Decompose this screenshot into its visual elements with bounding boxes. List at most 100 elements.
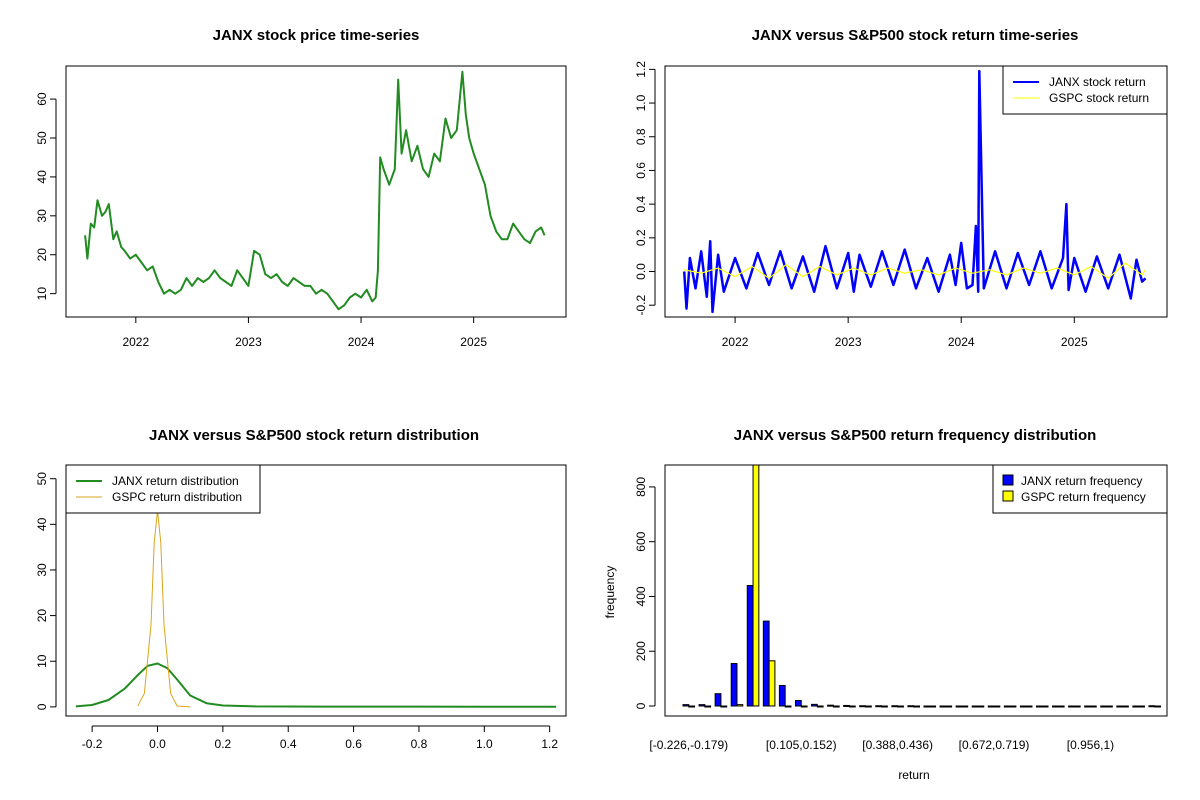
y-tick-label: 0.8 xyxy=(634,128,648,145)
x-tick-label: 2024 xyxy=(948,335,975,349)
bar-janx xyxy=(923,705,931,708)
bar-janx xyxy=(762,620,770,707)
bar-gspc xyxy=(1057,705,1065,708)
y-axis-title-4: frequency xyxy=(603,566,617,619)
y-tick-label: 30 xyxy=(35,209,49,223)
bar-janx xyxy=(1035,705,1043,708)
y-axis-3: 0 10 20 30 40 50 xyxy=(35,472,57,710)
bar-gspc xyxy=(784,705,792,708)
legend-2: JANX stock return GSPC stock return xyxy=(1002,65,1168,115)
x-tick-label: [0.388,0.436) xyxy=(862,738,933,752)
bar-gspc xyxy=(768,660,776,707)
bar-gspc xyxy=(1025,705,1033,708)
y-tick-label: 200 xyxy=(634,641,648,661)
bar-gspc xyxy=(1122,705,1129,708)
bar-janx xyxy=(778,684,786,707)
x-axis-3: -0.2 0.0 0.2 0.4 0.6 0.8 1.0 1.2 xyxy=(82,725,558,751)
bar-gspc xyxy=(1089,705,1097,708)
x-tick-label: 2022 xyxy=(122,335,149,349)
legend-swatch xyxy=(1002,474,1014,486)
legend-label: JANX return distribution xyxy=(112,474,239,488)
bar-gspc xyxy=(929,705,937,708)
bars-4 xyxy=(682,464,1162,708)
x-tick-label: -0.2 xyxy=(82,737,103,751)
series-line-gspc-density xyxy=(137,510,191,708)
x-tick-label: 1.2 xyxy=(541,737,558,751)
y-tick-label: 800 xyxy=(634,477,648,497)
bar-gspc xyxy=(832,705,840,708)
series-line-janx-price xyxy=(84,70,546,311)
bar-janx xyxy=(827,704,834,707)
y-tick-label: 50 xyxy=(35,472,49,486)
bar-janx xyxy=(714,693,722,707)
bar-janx xyxy=(1132,705,1140,708)
plot-frame-2 xyxy=(664,65,1168,318)
y-tick-label: 400 xyxy=(634,586,648,606)
x-axis-2: 2022 2023 2024 2025 xyxy=(722,317,1088,349)
legend-label: JANX stock return xyxy=(1049,75,1146,89)
x-tick-label: 0.4 xyxy=(280,737,297,751)
bar-gspc xyxy=(1009,705,1017,708)
bar-gspc xyxy=(913,705,921,708)
y-tick-label: 40 xyxy=(35,517,49,531)
series-line-janx-density xyxy=(75,662,557,708)
x-axis-1: 2022 2023 2024 2025 xyxy=(122,317,487,349)
x-tick-label: 2024 xyxy=(348,335,375,349)
y-axis-4: 0 200 400 600 800 xyxy=(634,477,656,709)
y-tick-label: 10 xyxy=(35,287,49,301)
x-tick-label: 0.8 xyxy=(411,737,428,751)
bar-gspc xyxy=(865,705,872,708)
x-tick-label: 0.2 xyxy=(215,737,232,751)
y-tick-label: 0 xyxy=(35,703,49,710)
y-tick-label: 0.0 xyxy=(634,263,648,280)
y-axis-2: -0.2 0.0 0.2 0.4 0.6 0.8 1.0 1.2 xyxy=(634,61,656,316)
x-tick-label: 1.0 xyxy=(476,737,493,751)
chart-title-3: JANX versus S&P500 stock return distribu… xyxy=(149,427,479,444)
bar-janx xyxy=(971,705,979,708)
bar-gspc xyxy=(1073,705,1081,708)
bar-gspc xyxy=(945,705,953,708)
x-tick-label: [-0.226,-0.179) xyxy=(649,738,728,752)
bar-janx xyxy=(698,704,706,707)
legend-3: JANX return distribution GSPC return dist… xyxy=(65,464,261,514)
bar-gspc xyxy=(720,705,728,708)
y-axis-1: 10 20 30 40 50 60 xyxy=(35,92,57,301)
legend-label: GSPC stock return xyxy=(1049,91,1149,105)
bar-gspc xyxy=(704,705,712,708)
y-tick-label: 0 xyxy=(634,702,648,709)
bar-gspc xyxy=(688,705,696,708)
bar-gspc xyxy=(881,705,888,708)
bar-gspc xyxy=(897,705,904,708)
y-tick-label: 600 xyxy=(634,531,648,551)
y-tick-label: -0.2 xyxy=(634,295,648,316)
bar-gspc xyxy=(816,705,824,708)
bar-janx xyxy=(794,700,802,707)
bar-janx xyxy=(1068,705,1075,708)
x-tick-label: [0.105,0.152) xyxy=(766,738,837,752)
x-tick-label: 2025 xyxy=(460,335,487,349)
legend-4: JANX return frequency GSPC return frequen… xyxy=(992,464,1168,514)
y-tick-label: 50 xyxy=(35,131,49,145)
bar-gspc xyxy=(993,705,1001,708)
legend-label: JANX return frequency xyxy=(1021,474,1142,488)
legend-box xyxy=(65,464,261,514)
y-tick-label: 60 xyxy=(35,92,49,106)
y-tick-label: 40 xyxy=(35,170,49,184)
x-tick-label: 2025 xyxy=(1061,335,1088,349)
bar-gspc xyxy=(1041,705,1049,708)
x-tick-label: [0.956,1) xyxy=(1067,738,1114,752)
legend-label: GSPC return frequency xyxy=(1021,490,1146,504)
bar-janx xyxy=(682,704,690,707)
bar-gspc xyxy=(752,464,760,707)
legend-box xyxy=(992,464,1168,514)
bar-janx xyxy=(730,663,738,707)
chart-title-4: JANX versus S&P500 return frequency dist… xyxy=(734,427,1097,444)
bar-janx xyxy=(1148,705,1156,708)
x-tick-label: 2023 xyxy=(835,335,862,349)
y-tick-label: 0.2 xyxy=(634,229,648,246)
x-tick-label: 2023 xyxy=(235,335,262,349)
bar-janx xyxy=(1084,705,1091,708)
bar-janx xyxy=(746,585,754,707)
x-tick-label: [0.672,0.719) xyxy=(959,738,1030,752)
